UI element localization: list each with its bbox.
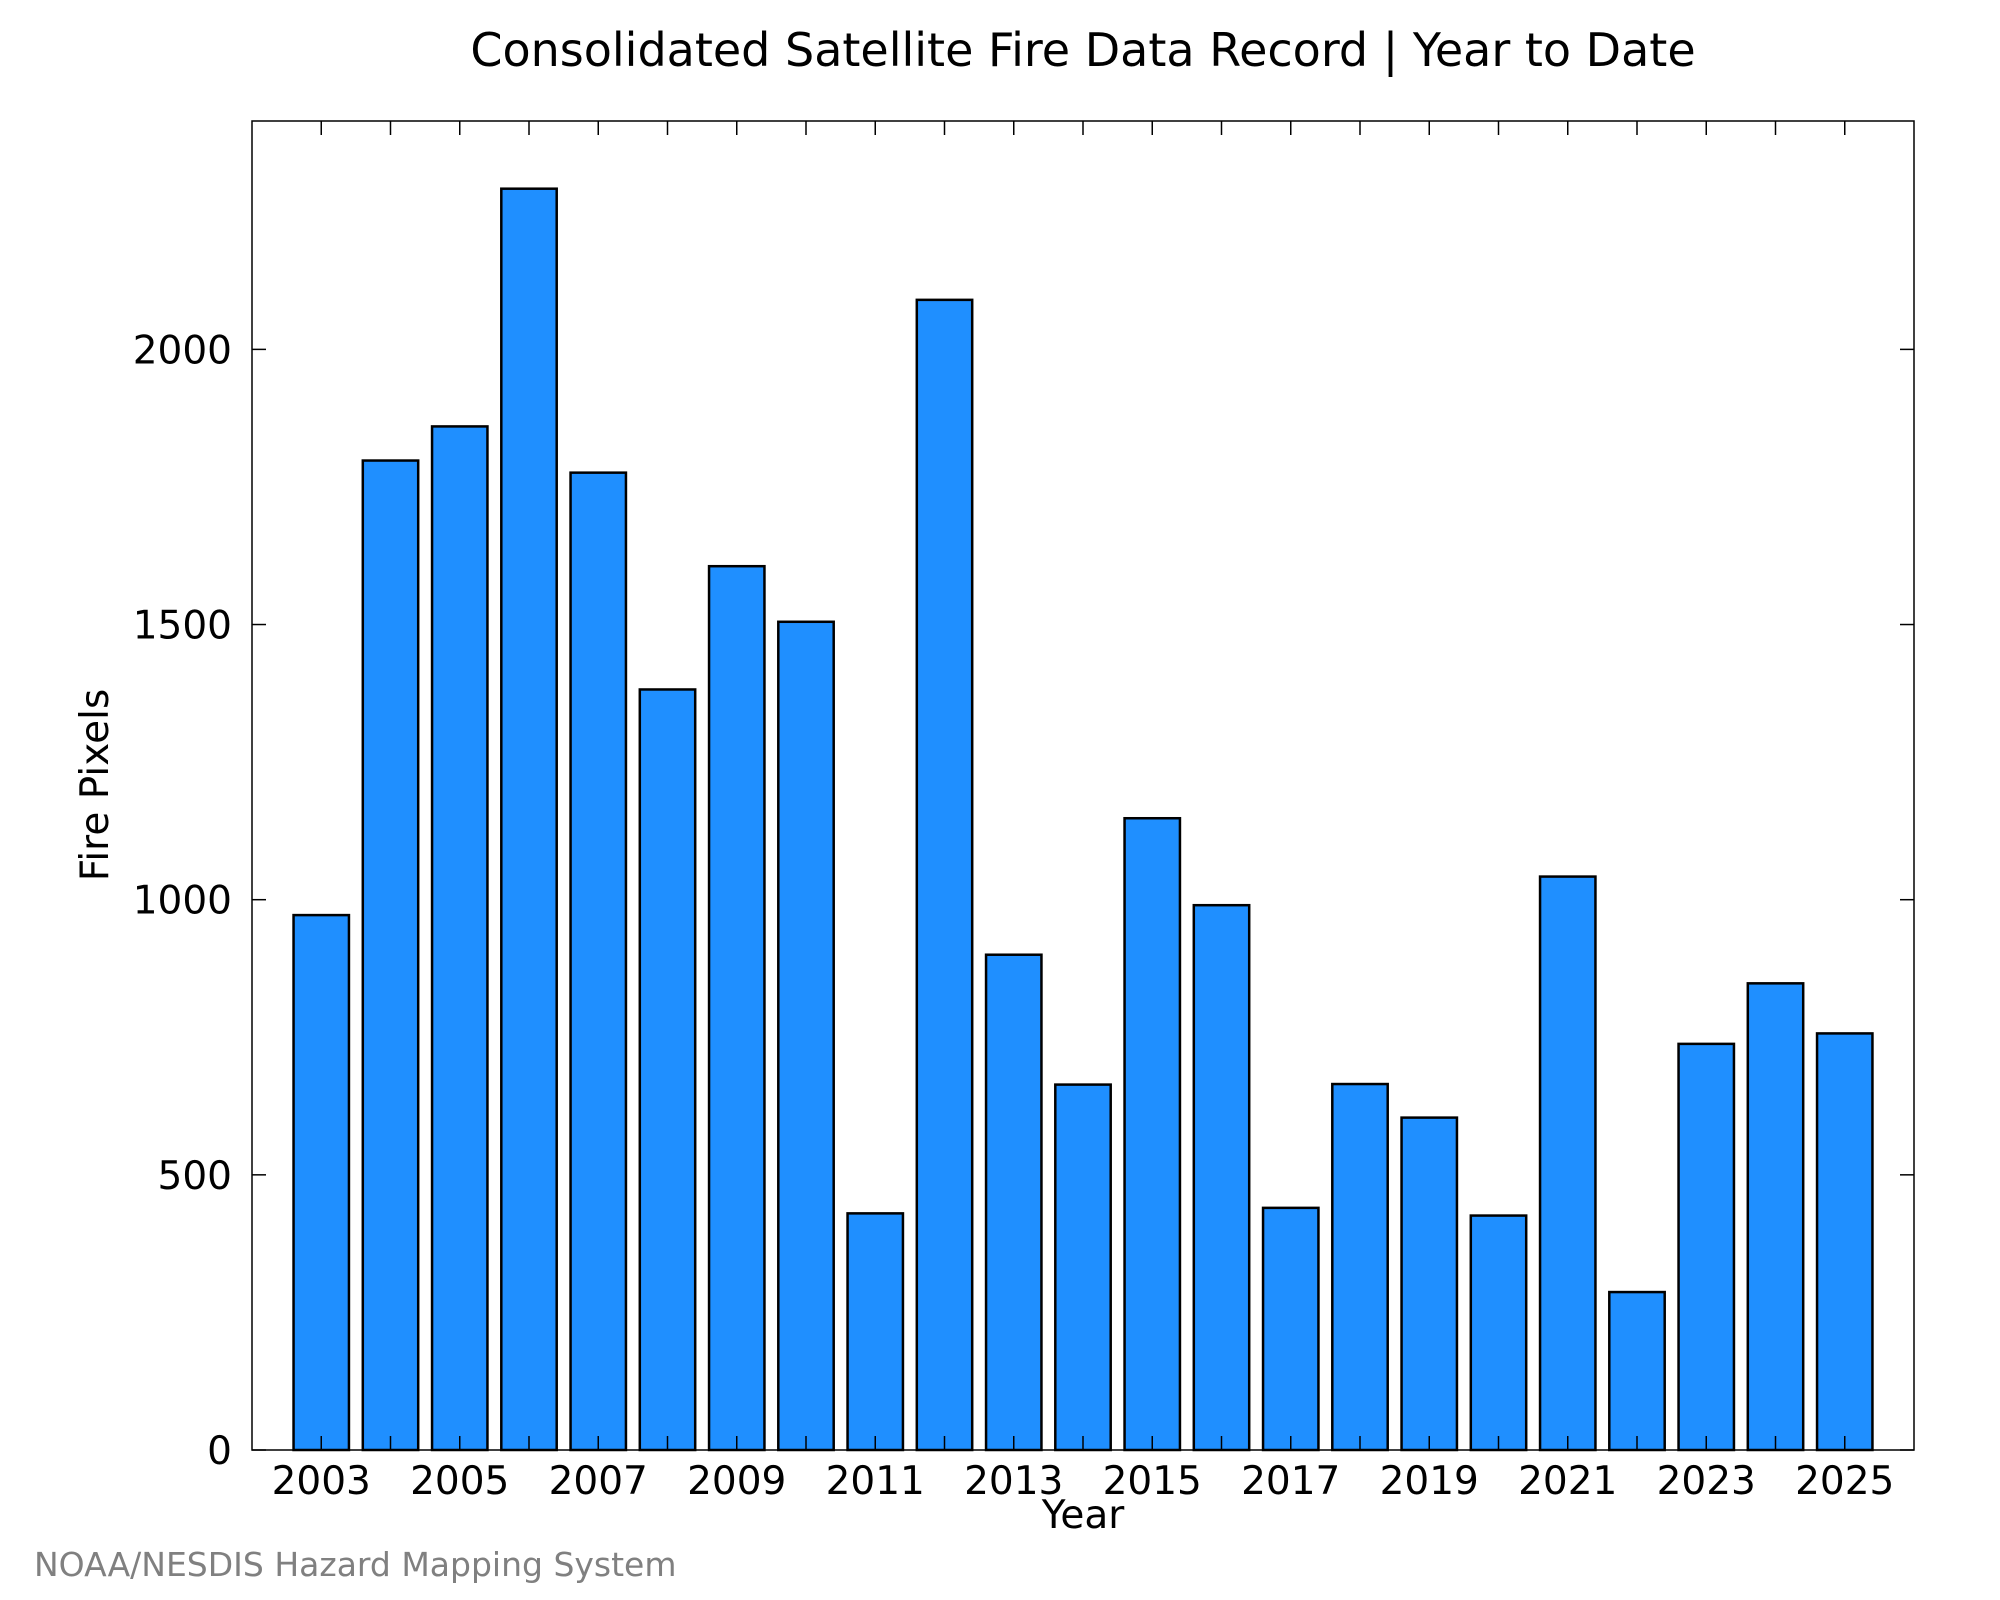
bar-2008 <box>638 688 697 1452</box>
bar-2010 <box>777 620 835 1452</box>
x-tick-label-2015: 2015 <box>1103 1459 1202 1504</box>
x-tick-label-2009: 2009 <box>687 1459 786 1504</box>
source-credit: NOAA/NESDIS Hazard Mapping System <box>34 1545 677 1584</box>
y-tick-label-2000: 2000 <box>133 328 232 373</box>
y-axis-title: Fire Pixels <box>73 689 118 882</box>
bar-2009 <box>707 564 766 1452</box>
bar-2017 <box>1261 1206 1320 1452</box>
x-tick-label-2013: 2013 <box>964 1459 1063 1504</box>
bar-2021 <box>1538 875 1597 1452</box>
bar-2006 <box>500 187 558 1452</box>
bar-2011 <box>846 1212 905 1452</box>
x-axis-title: Year <box>1041 1493 1126 1538</box>
bar-2015 <box>1123 816 1182 1452</box>
x-tick-label-2011: 2011 <box>826 1459 925 1504</box>
bar-2003 <box>292 913 351 1452</box>
x-tick-label-2025: 2025 <box>1795 1459 1894 1504</box>
bar-2025 <box>1815 1032 1874 1452</box>
plot-area: 2003 2005 2007 2009 2011 2013 2015 2017 2019 2021… <box>133 120 1915 1504</box>
bar-2004 <box>361 459 420 1452</box>
x-tick-label-2007: 2007 <box>549 1459 648 1504</box>
bar-2013 <box>984 953 1043 1452</box>
x-tick-label-2003: 2003 <box>272 1459 371 1504</box>
y-tick-label-0: 0 <box>207 1429 232 1474</box>
bar-2019 <box>1400 1116 1459 1452</box>
y-tick-label-1500: 1500 <box>133 604 232 649</box>
bar-2007 <box>569 471 628 1452</box>
x-tick-label-2005: 2005 <box>410 1459 509 1504</box>
bar-2012 <box>915 298 974 1452</box>
x-tick-label-2019: 2019 <box>1380 1459 1479 1504</box>
x-tick-label-2023: 2023 <box>1657 1459 1756 1504</box>
bar-2018 <box>1331 1082 1389 1452</box>
x-tick-label-2021: 2021 <box>1518 1459 1617 1504</box>
y-tick-label-500: 500 <box>158 1154 232 1199</box>
bar-2022 <box>1608 1290 1666 1452</box>
bar-2023 <box>1677 1042 1736 1452</box>
bar-2020 <box>1469 1214 1528 1452</box>
bar-2005 <box>430 425 489 1452</box>
bar-2014 <box>1054 1083 1112 1452</box>
bar-2024 <box>1746 982 1805 1452</box>
y-tick-label-1000: 1000 <box>133 879 232 924</box>
x-tick-label-2017: 2017 <box>1241 1459 1340 1504</box>
bar-2016 <box>1192 903 1251 1452</box>
chart-title: Consolidated Satellite Fire Data Record … <box>470 23 1695 78</box>
